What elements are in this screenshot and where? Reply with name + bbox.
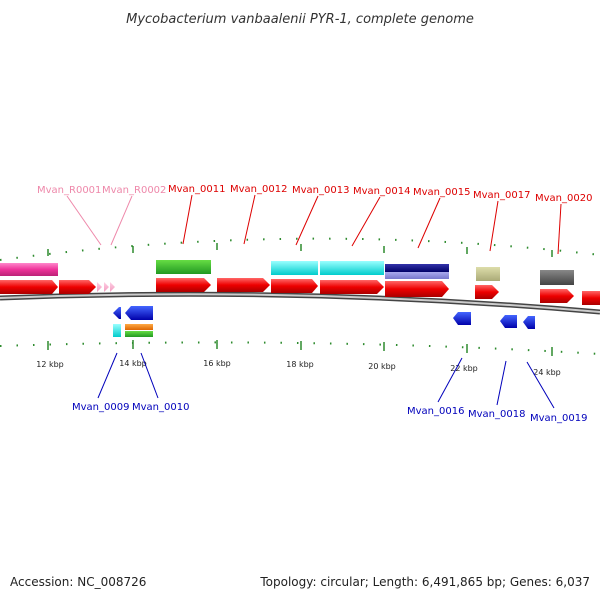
gene-arrow-red[interactable]: [59, 280, 96, 294]
gene-arrow-blue[interactable]: [113, 307, 121, 319]
label-mvan-0015[interactable]: Mvan_0015: [413, 187, 470, 198]
feature-cyan-2[interactable]: [320, 261, 384, 275]
feature-khaki[interactable]: [476, 267, 500, 281]
label-mvan-0009[interactable]: Mvan_0009: [72, 402, 129, 413]
rrna-arrow-pink[interactable]: [110, 282, 115, 292]
feature-green[interactable]: [125, 331, 153, 337]
feature-cyan[interactable]: [113, 324, 121, 337]
feature-track-outer: [0, 260, 574, 285]
label-mvan-0013[interactable]: Mvan_0013: [292, 185, 349, 196]
label-mvan-0016[interactable]: Mvan_0016: [407, 406, 464, 417]
gene-arrow-red[interactable]: [0, 280, 58, 294]
gene-arrow-red[interactable]: [475, 285, 499, 299]
gene-arrow-red[interactable]: [385, 281, 449, 297]
rrna-arrow-pink[interactable]: [104, 282, 109, 292]
rrna-arrow-pink[interactable]: [97, 282, 102, 292]
feature-orange[interactable]: [125, 324, 153, 330]
tick-label-14kbp: 14 kbp: [119, 359, 147, 368]
gene-arrow-red[interactable]: [540, 289, 574, 303]
gene-arrow-red[interactable]: [217, 278, 270, 292]
feature-grey[interactable]: [540, 270, 574, 285]
gene-arrow-red[interactable]: [582, 291, 600, 305]
label-mvan-0012[interactable]: Mvan_0012: [230, 184, 287, 195]
accession-text: Accession: NC_008726: [10, 575, 146, 589]
label-mvan-0020[interactable]: Mvan_0020: [535, 193, 592, 204]
gene-arrow-red[interactable]: [320, 280, 384, 294]
reverse-strand: [113, 306, 535, 337]
tick-label-24kbp: 24 kbp: [533, 368, 561, 377]
map-title: Mycobacterium vanbaalenii PYR-1, complet…: [126, 12, 474, 27]
label-mvan-0014[interactable]: Mvan_0014: [353, 186, 410, 197]
feature-pink[interactable]: [0, 263, 58, 276]
label-mvan-0010[interactable]: Mvan_0010: [132, 402, 189, 413]
label-mvan-0019[interactable]: Mvan_0019: [530, 413, 587, 424]
label-mvan-r0001[interactable]: Mvan_R0001: [37, 185, 101, 196]
genome-stats-text: Topology: circular; Length: 6,491,865 bp…: [259, 575, 590, 589]
feature-green[interactable]: [156, 260, 211, 274]
gene-arrow-blue[interactable]: [125, 306, 153, 320]
feature-lavender[interactable]: [385, 272, 449, 279]
feature-cyan-1[interactable]: [271, 261, 318, 275]
gene-arrow-blue[interactable]: [500, 315, 517, 328]
feature-navy[interactable]: [385, 264, 449, 272]
genome-backbone: [0, 291, 600, 315]
gene-arrow-blue[interactable]: [523, 316, 535, 329]
tick-label-22kbp: 22 kbp: [450, 364, 478, 373]
tick-label-20kbp: 20 kbp: [368, 362, 396, 371]
outer-scale-ring: [0, 237, 600, 261]
tick-label-16kbp: 16 kbp: [203, 359, 231, 368]
bottom-labels: Mvan_0009 Mvan_0010 Mvan_0016 Mvan_0018 …: [72, 352, 587, 424]
label-mvan-r0002[interactable]: Mvan_R0002: [102, 185, 166, 196]
label-mvan-0017[interactable]: Mvan_0017: [473, 190, 530, 201]
tick-label-18kbp: 18 kbp: [286, 360, 314, 369]
label-mvan-0011[interactable]: Mvan_0011: [168, 184, 225, 195]
gene-arrow-red[interactable]: [156, 278, 211, 292]
top-labels: Mvan_R0001 Mvan_R0002 Mvan_0011 Mvan_001…: [37, 184, 592, 255]
inner-scale-ring: [0, 340, 600, 356]
gene-arrow-blue[interactable]: [453, 312, 471, 325]
gene-arrow-red[interactable]: [271, 279, 318, 293]
forward-strand: [0, 278, 600, 305]
label-mvan-0018[interactable]: Mvan_0018: [468, 409, 525, 420]
tick-label-12kbp: 12 kbp: [36, 360, 64, 369]
